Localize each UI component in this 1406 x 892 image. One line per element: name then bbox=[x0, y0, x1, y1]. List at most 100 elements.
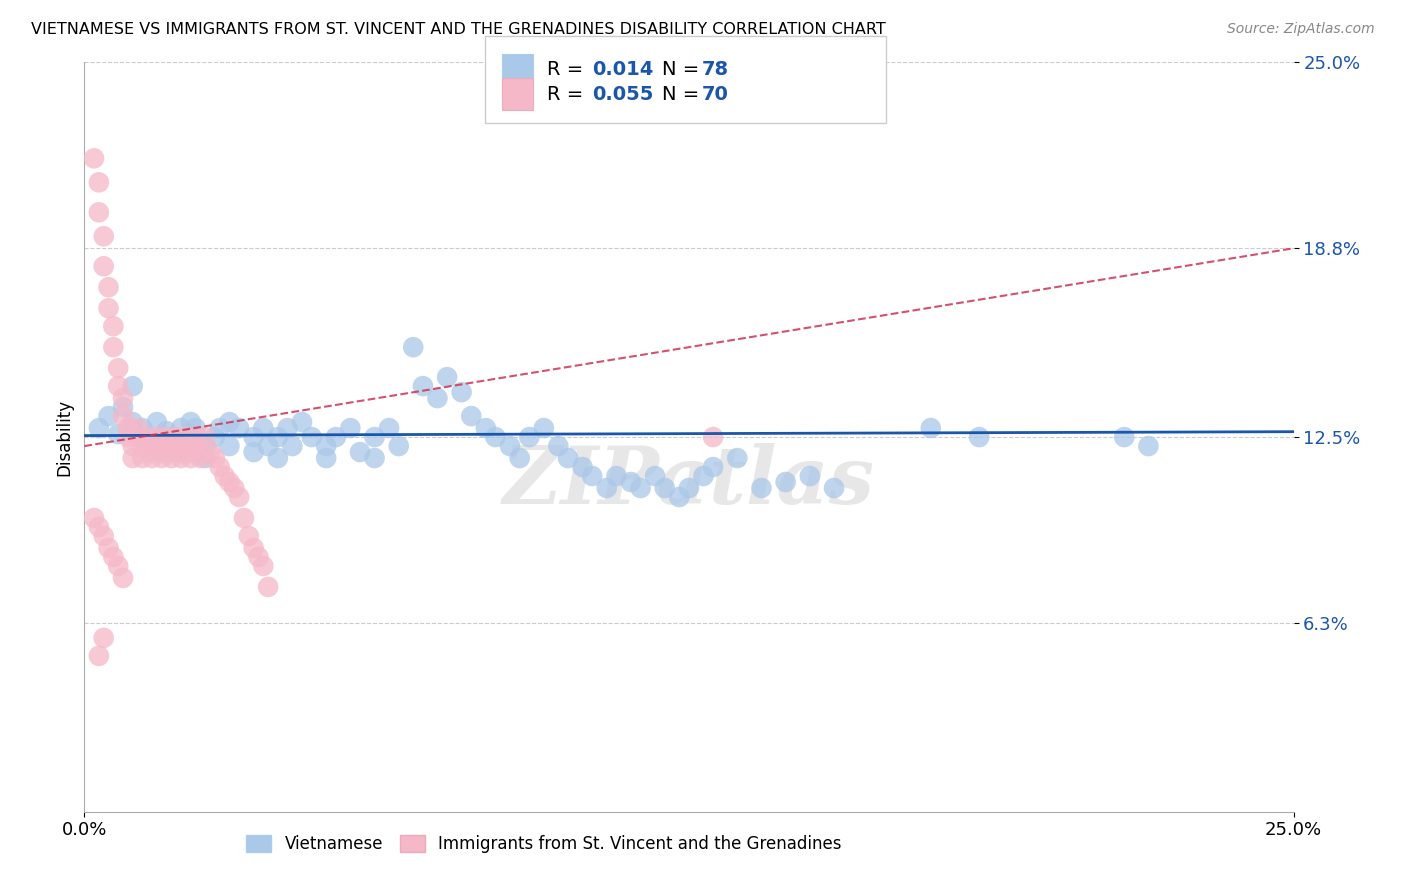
Point bbox=[127, 421, 149, 435]
Point bbox=[112, 400, 135, 414]
Point bbox=[198, 445, 221, 459]
Point bbox=[141, 451, 163, 466]
Legend: Vietnamese, Immigrants from St. Vincent and the Grenadines: Vietnamese, Immigrants from St. Vincent … bbox=[239, 828, 848, 860]
Point bbox=[194, 430, 217, 444]
Point bbox=[242, 541, 264, 555]
Point bbox=[83, 152, 105, 166]
Point bbox=[238, 529, 260, 543]
Point bbox=[146, 439, 169, 453]
Point bbox=[218, 439, 240, 453]
Point bbox=[702, 460, 724, 475]
Point bbox=[146, 439, 169, 453]
Point bbox=[155, 430, 177, 444]
Point bbox=[228, 490, 250, 504]
Point bbox=[218, 415, 240, 429]
Text: VIETNAMESE VS IMMIGRANTS FROM ST. VINCENT AND THE GRENADINES DISABILITY CORRELAT: VIETNAMESE VS IMMIGRANTS FROM ST. VINCEN… bbox=[31, 22, 886, 37]
Point bbox=[155, 439, 177, 453]
Point bbox=[184, 430, 207, 444]
Point bbox=[823, 481, 845, 495]
Point bbox=[214, 469, 236, 483]
Point bbox=[93, 259, 115, 273]
Point bbox=[276, 421, 298, 435]
Point bbox=[131, 421, 153, 435]
Point bbox=[484, 430, 506, 444]
Point bbox=[247, 549, 270, 564]
Point bbox=[751, 481, 773, 495]
Point bbox=[967, 430, 990, 444]
Point bbox=[1114, 430, 1136, 444]
Point bbox=[107, 558, 129, 573]
Point bbox=[267, 430, 290, 444]
Point bbox=[1137, 439, 1160, 453]
Point bbox=[281, 439, 304, 453]
Text: ZIPatlas: ZIPatlas bbox=[503, 443, 875, 521]
Point bbox=[224, 481, 246, 495]
Point bbox=[190, 451, 212, 466]
Point bbox=[363, 430, 385, 444]
Point bbox=[218, 475, 240, 489]
Point bbox=[97, 541, 120, 555]
Text: N =: N = bbox=[662, 85, 706, 103]
Point bbox=[97, 409, 120, 423]
Point bbox=[160, 451, 183, 466]
Point bbox=[103, 340, 125, 354]
Point bbox=[267, 451, 290, 466]
Point bbox=[208, 421, 231, 435]
Point bbox=[363, 451, 385, 466]
Point bbox=[644, 469, 666, 483]
Point bbox=[190, 445, 212, 459]
Point bbox=[87, 205, 110, 219]
Point bbox=[103, 549, 125, 564]
Point bbox=[571, 460, 593, 475]
Point bbox=[87, 175, 110, 189]
Text: N =: N = bbox=[662, 60, 706, 78]
Point bbox=[547, 439, 569, 453]
Text: 0.055: 0.055 bbox=[592, 85, 654, 103]
Point bbox=[475, 421, 498, 435]
Point bbox=[121, 415, 143, 429]
Point bbox=[257, 439, 280, 453]
Point bbox=[630, 481, 652, 495]
Point bbox=[141, 445, 163, 459]
Point bbox=[668, 490, 690, 504]
Point bbox=[146, 430, 169, 444]
Point bbox=[136, 430, 159, 444]
Point bbox=[194, 439, 217, 453]
Point bbox=[242, 430, 264, 444]
Point bbox=[725, 451, 748, 466]
Text: Source: ZipAtlas.com: Source: ZipAtlas.com bbox=[1227, 22, 1375, 37]
Point bbox=[654, 481, 676, 495]
Point bbox=[315, 451, 337, 466]
Point bbox=[180, 451, 202, 466]
Text: R =: R = bbox=[547, 85, 589, 103]
Point bbox=[180, 445, 202, 459]
Point bbox=[702, 430, 724, 444]
Point bbox=[426, 391, 449, 405]
Point bbox=[170, 451, 193, 466]
Point bbox=[107, 427, 129, 442]
Point bbox=[775, 475, 797, 489]
Point bbox=[412, 379, 434, 393]
Point bbox=[112, 571, 135, 585]
Point bbox=[325, 430, 347, 444]
Point bbox=[581, 469, 603, 483]
Point bbox=[160, 430, 183, 444]
Point bbox=[97, 301, 120, 316]
Point bbox=[146, 415, 169, 429]
Point bbox=[208, 460, 231, 475]
Point bbox=[450, 385, 472, 400]
Point bbox=[174, 430, 197, 444]
Point bbox=[184, 439, 207, 453]
Point bbox=[678, 481, 700, 495]
Y-axis label: Disability: Disability bbox=[55, 399, 73, 475]
Point bbox=[692, 469, 714, 483]
Point bbox=[252, 558, 274, 573]
Point bbox=[160, 445, 183, 459]
Point bbox=[596, 481, 619, 495]
Point bbox=[204, 430, 226, 444]
Point bbox=[557, 451, 579, 466]
Point bbox=[170, 421, 193, 435]
Point bbox=[87, 648, 110, 663]
Text: 78: 78 bbox=[702, 60, 728, 78]
Point bbox=[242, 445, 264, 459]
